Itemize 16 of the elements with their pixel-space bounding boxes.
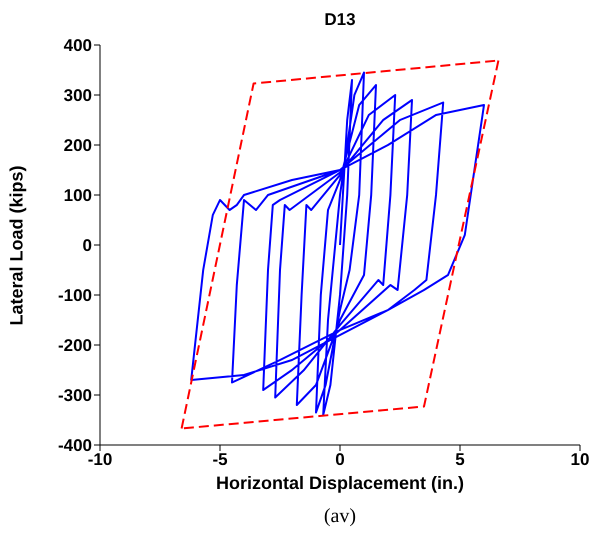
y-tick-label: -100 xyxy=(58,286,92,306)
y-tick-label: -200 xyxy=(58,336,92,356)
y-tick-label: 0 xyxy=(82,236,92,256)
y-tick-label: 100 xyxy=(64,186,92,206)
y-axis-title: Lateral Load (kips) xyxy=(6,164,28,326)
x-tick-label: 10 xyxy=(570,450,590,470)
y-tick-label: 200 xyxy=(64,136,92,156)
x-tick-label: 0 xyxy=(335,450,345,470)
chart-title: D13 xyxy=(323,10,357,30)
y-tick-label: -300 xyxy=(58,386,92,406)
y-tick-label: 400 xyxy=(64,36,92,56)
text: (av) xyxy=(322,505,358,528)
x-axis-title: Horizontal Displacement (in.) xyxy=(214,473,466,494)
x-tick-label: 5 xyxy=(455,450,465,470)
x-tick-label: -5 xyxy=(212,450,228,470)
y-tick-label: 300 xyxy=(64,86,92,106)
